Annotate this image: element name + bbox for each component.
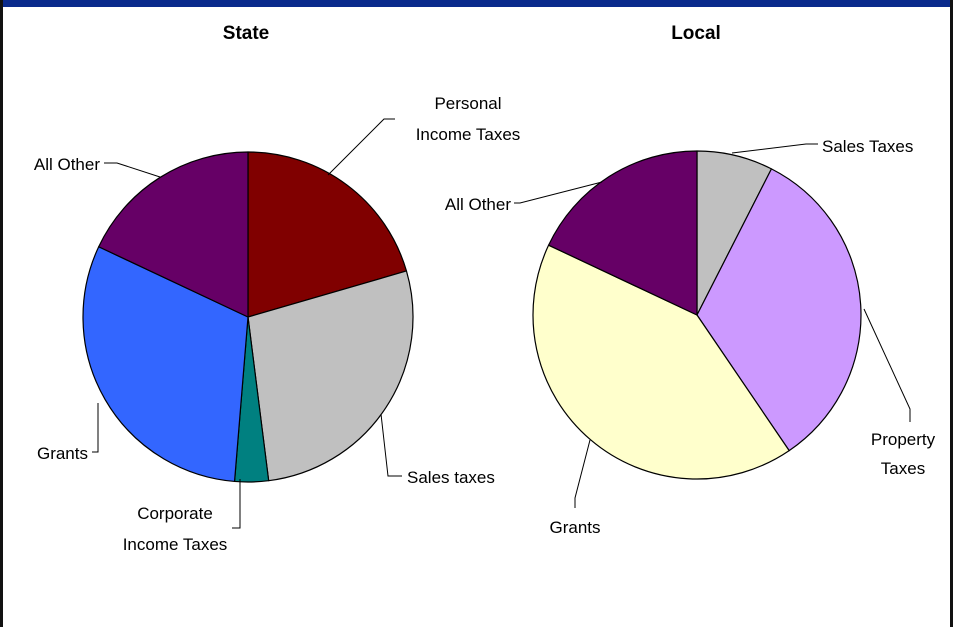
local-pie-chart: Local Sales Taxes Property Taxes Grants All … [445, 23, 936, 537]
state-slice-all-other [98, 151, 249, 318]
frame-right-border [950, 0, 953, 627]
state-label-all-other: All Other [34, 155, 100, 174]
state-leader-personal-income-taxes [327, 118, 395, 176]
state-leader-sales-taxes [380, 413, 402, 477]
frame-top-bar [0, 0, 953, 7]
state-label-sales-taxes: Sales taxes [407, 468, 495, 487]
local-label-sales-taxes: Sales Taxes [822, 137, 913, 156]
state-slice-sales-taxes [247, 270, 414, 482]
state-pie-chart: State Personal Income Taxes Sales taxes Cor… [34, 23, 520, 554]
state-leader-corporate-income-taxes [232, 479, 241, 529]
state-label-grants: Grants [37, 444, 88, 463]
state-label-personal-income-taxes: Personal Income Taxes [416, 94, 521, 144]
local-label-grants: Grants [549, 518, 600, 537]
local-leader-sales-taxes [731, 143, 818, 154]
local-leader-grants [574, 439, 591, 508]
local-leader-all-other [514, 181, 603, 204]
local-label-property-taxes: Property Taxes [871, 430, 936, 478]
state-slice-grants [82, 246, 249, 483]
local-leader-property-taxes [863, 308, 911, 422]
local-slice-grants [532, 244, 790, 480]
local-slice-all-other [548, 150, 698, 316]
state-leader-grants [92, 403, 99, 453]
state-slice-personal-income-taxes [247, 151, 408, 318]
state-leader-all-other [104, 162, 161, 178]
state-label-corporate-income-taxes: Corporate Income Taxes [123, 504, 228, 554]
local-slice-property-taxes [696, 168, 862, 452]
frame-left-border [0, 0, 3, 627]
local-label-all-other: All Other [445, 195, 511, 214]
state-chart-title: State [223, 23, 269, 44]
local-chart-title: Local [671, 23, 721, 44]
